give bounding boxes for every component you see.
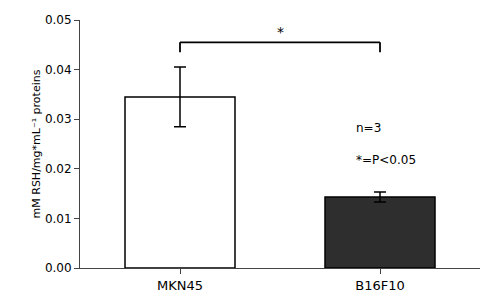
- svg-text:MKN45: MKN45: [157, 278, 203, 293]
- svg-text:0.03: 0.03: [45, 112, 72, 126]
- svg-text:0.05: 0.05: [45, 13, 72, 27]
- svg-text:0.02: 0.02: [45, 162, 72, 176]
- svg-text:0.04: 0.04: [45, 63, 72, 77]
- svg-text:0.00: 0.00: [45, 261, 72, 275]
- svg-text:mM RSH/mg*mL⁻¹ proteins: mM RSH/mg*mL⁻¹ proteins: [30, 69, 43, 218]
- svg-text:n=3: n=3: [356, 121, 381, 135]
- svg-text:*: *: [277, 24, 284, 40]
- svg-text:0.01: 0.01: [45, 212, 72, 226]
- svg-text:*=P<0.05: *=P<0.05: [356, 153, 416, 167]
- svg-text:B16F10: B16F10: [355, 278, 404, 293]
